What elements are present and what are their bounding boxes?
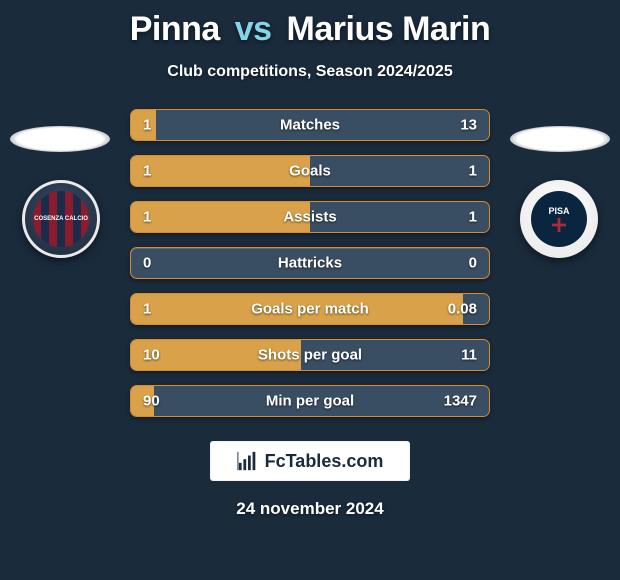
stat-label: Shots per goal: [131, 347, 489, 364]
stat-row: 1Matches13: [130, 109, 490, 141]
team-badge-left: COSENZA CALCIO: [22, 180, 100, 258]
stat-row: 0Hattricks0: [130, 247, 490, 279]
footer-date: 24 november 2024: [0, 499, 620, 519]
stat-value-right: 1347: [444, 393, 477, 410]
stat-row: 10Shots per goal11: [130, 339, 490, 371]
decorative-ellipse-left: [10, 126, 110, 152]
stat-value-right: 0.08: [448, 301, 477, 318]
footer-brand: FcTables.com: [210, 441, 410, 481]
chart-bars-icon: [237, 450, 259, 472]
stat-row: 90Min per goal1347: [130, 385, 490, 417]
stats-container: 1Matches131Goals11Assists10Hattricks01Go…: [130, 109, 490, 417]
decorative-ellipse-right: [510, 126, 610, 152]
stat-value-right: 1: [469, 163, 477, 180]
team-badge-right-label: PISA: [548, 206, 569, 216]
stat-value-right: 11: [461, 347, 477, 364]
title-vs: vs: [235, 10, 272, 48]
footer-brand-text: FcTables.com: [265, 451, 384, 472]
stat-label: Goals per match: [131, 301, 489, 318]
stat-row: 1Goals1: [130, 155, 490, 187]
stat-label: Min per goal: [131, 393, 489, 410]
team-badge-right-inner: PISA: [531, 191, 587, 247]
stat-label: Matches: [131, 117, 489, 134]
subtitle: Club competitions, Season 2024/2025: [0, 63, 620, 81]
stat-row: 1Assists1: [130, 201, 490, 233]
page-title: Pinna vs Marius Marin: [0, 0, 620, 49]
pisa-cross-icon: [552, 218, 566, 232]
stat-label: Hattricks: [131, 255, 489, 272]
team-badge-left-label: COSENZA CALCIO: [33, 191, 89, 247]
stat-value-right: 0: [469, 255, 477, 272]
title-player2: Marius Marin: [287, 10, 491, 48]
stat-value-right: 13: [460, 117, 477, 134]
stat-label: Assists: [131, 209, 489, 226]
team-badge-right: PISA: [520, 180, 598, 258]
title-player1: Pinna: [130, 10, 220, 48]
stat-label: Goals: [131, 163, 489, 180]
stat-value-right: 1: [469, 209, 477, 226]
stat-row: 1Goals per match0.08: [130, 293, 490, 325]
